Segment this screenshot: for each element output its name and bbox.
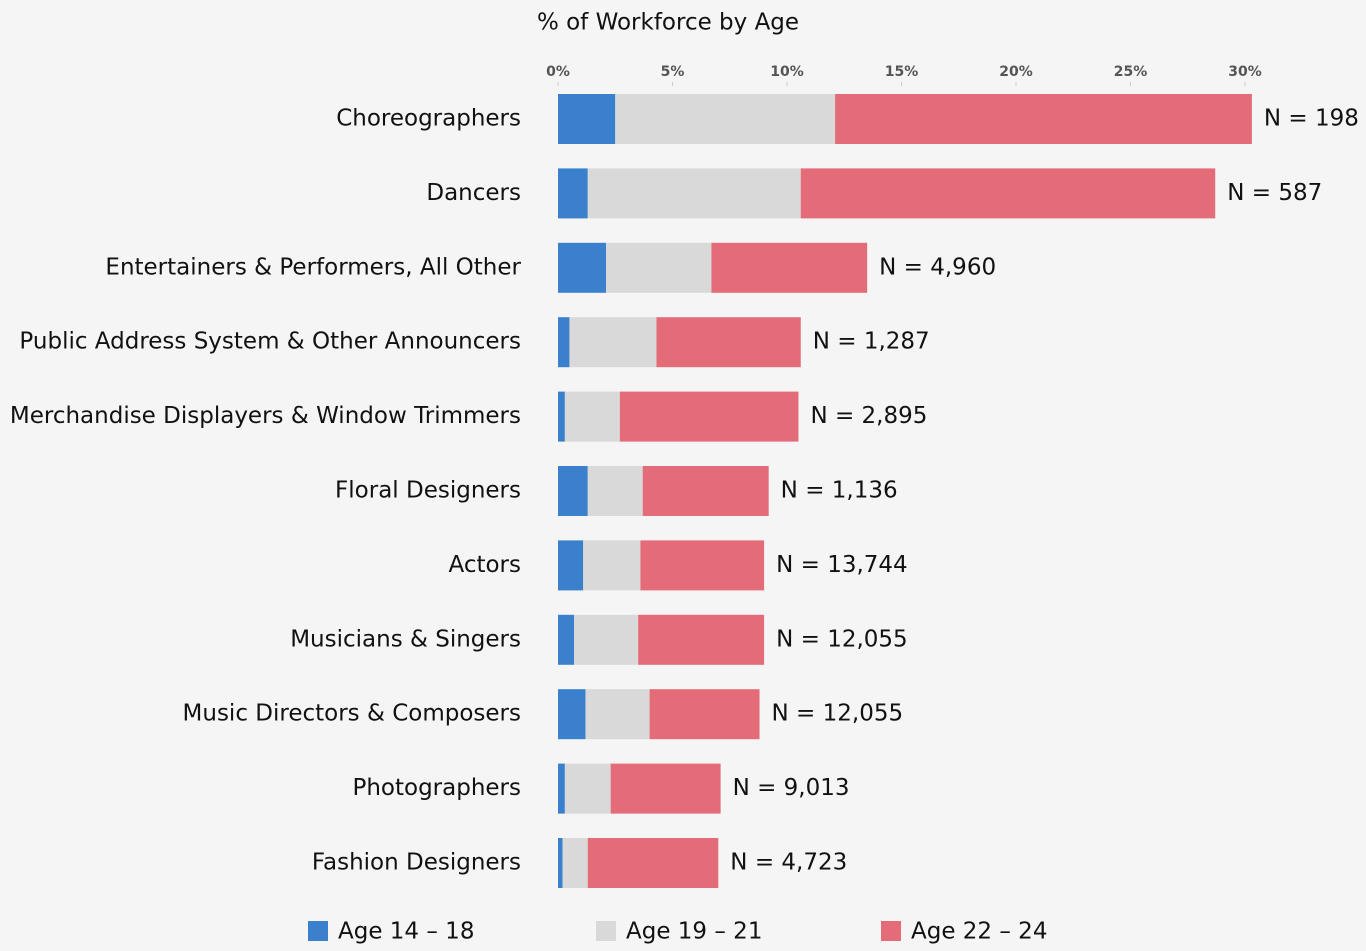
y-tick-label: Photographers: [352, 775, 521, 801]
n-label: N = 4,960: [879, 254, 996, 280]
bar-segment: [640, 540, 765, 591]
n-label: N = 9,013: [733, 775, 850, 801]
bar-segment: [606, 242, 712, 293]
n-label: N = 2,895: [810, 403, 927, 429]
y-tick-label: Floral Designers: [335, 478, 521, 504]
bar-segment: [558, 689, 586, 740]
bar-segment: [558, 466, 588, 516]
bar-segment: [638, 614, 765, 665]
bar-segment: [558, 242, 607, 293]
bar-segment: [558, 838, 563, 888]
bar-segment: [564, 391, 620, 442]
y-tick-label: Choreographers: [336, 106, 521, 132]
bar-segment: [558, 763, 565, 814]
bar-segment: [558, 317, 570, 368]
x-tick-label: 20%: [999, 64, 1033, 80]
n-label: N = 13,744: [776, 552, 908, 578]
legend-label: Age 19 – 21: [626, 919, 762, 945]
x-tick-label: 25%: [1114, 64, 1148, 80]
legend-swatch: [308, 921, 328, 941]
bar-segment: [649, 689, 760, 740]
bar-segment: [835, 94, 1252, 144]
bar-segment: [619, 391, 799, 442]
n-label: N = 4,723: [730, 850, 847, 876]
bar-segment: [558, 540, 584, 591]
bar-segment: [564, 763, 611, 814]
legend-label: Age 22 – 24: [911, 919, 1047, 945]
y-tick-label: Entertainers & Performers, All Other: [105, 254, 521, 280]
legend-swatch: [596, 921, 616, 941]
bar-segment: [587, 838, 719, 888]
x-tick-label: 30%: [1228, 64, 1262, 80]
x-tick-label: 15%: [885, 64, 919, 80]
y-tick-label: Fashion Designers: [312, 850, 521, 876]
bar-segment: [558, 94, 616, 144]
y-tick-label: Music Directors & Composers: [183, 701, 521, 727]
legend-swatch: [881, 921, 901, 941]
bar-segment: [800, 168, 1216, 219]
n-label: N = 1,136: [781, 478, 898, 504]
bar-segment: [642, 466, 769, 516]
legend-label: Age 14 – 18: [338, 919, 474, 945]
n-label: N = 12,055: [772, 701, 904, 727]
bar-segment: [610, 763, 721, 814]
bar-segment: [585, 689, 650, 740]
n-label: N = 12,055: [776, 626, 908, 652]
x-tick-label: 0%: [546, 64, 570, 80]
bar-segment: [615, 94, 836, 144]
bar-segment: [711, 242, 868, 293]
bar-segment: [558, 391, 565, 442]
y-tick-label: Musicians & Singers: [290, 626, 521, 652]
y-tick-label: Public Address System & Other Announcers: [19, 329, 521, 355]
n-label: N = 1,287: [813, 329, 930, 355]
bar-segment: [656, 317, 801, 368]
y-tick-label: Dancers: [426, 180, 521, 206]
chart-title: % of Workforce by Age: [537, 10, 799, 36]
bar-segment: [587, 466, 643, 516]
bar-segment: [558, 614, 575, 665]
y-tick-label: Merchandise Displayers & Window Trimmers: [10, 403, 521, 429]
x-tick-label: 10%: [770, 64, 804, 80]
bar-segment: [569, 317, 657, 368]
bar-segment: [558, 168, 588, 219]
bar-segment: [587, 168, 801, 219]
n-label: N = 587: [1227, 180, 1322, 206]
y-tick-label: Actors: [448, 552, 521, 578]
bar-segment: [562, 838, 588, 888]
n-label: N = 198: [1264, 106, 1359, 132]
bar-segment: [583, 540, 641, 591]
x-tick-label: 5%: [661, 64, 685, 80]
bar-segment: [574, 614, 639, 665]
